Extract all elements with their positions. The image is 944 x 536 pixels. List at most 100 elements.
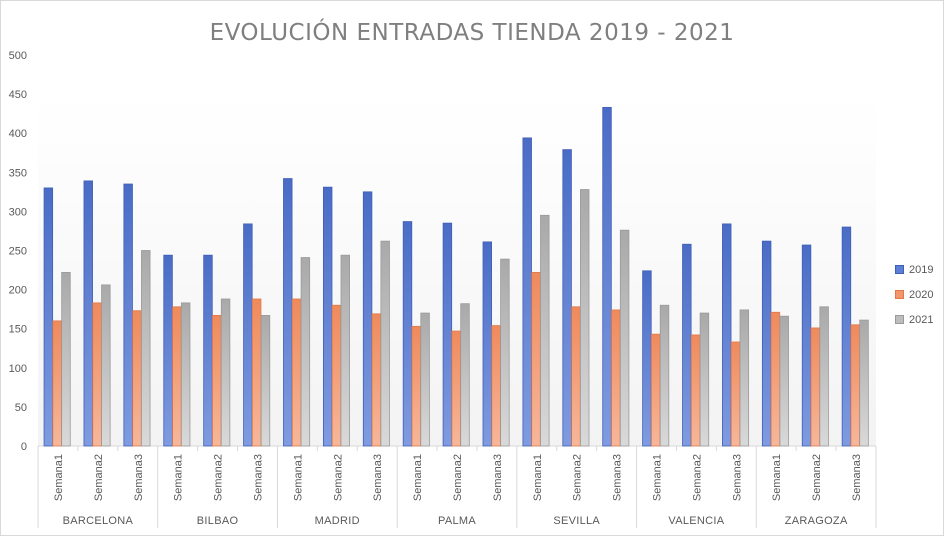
- bar-2019: [243, 223, 253, 447]
- x-tick-label: Semana1: [53, 454, 65, 501]
- x-tick-label: Semana3: [612, 454, 624, 501]
- bar-2020: [451, 330, 461, 447]
- x-tick-label: Semana2: [572, 454, 584, 501]
- x-tick-label: Semana3: [252, 454, 264, 501]
- group-label: MADRID: [315, 515, 360, 527]
- bar-2021: [619, 229, 630, 447]
- bar-2020: [411, 325, 421, 447]
- bar-2021: [819, 306, 829, 447]
- y-tick-label: 500: [9, 50, 27, 62]
- group-label: BARCELONA: [63, 515, 134, 527]
- legend-label: 2019: [909, 263, 934, 276]
- bar-2020: [52, 320, 62, 447]
- x-tick-label: Semana1: [412, 454, 424, 501]
- bar-2020: [571, 306, 581, 447]
- x-tick-label: Semana1: [292, 454, 304, 501]
- bar-2019: [43, 187, 54, 447]
- bar-2019: [722, 223, 732, 447]
- bar-2019: [163, 254, 173, 447]
- bar-2019: [562, 149, 572, 447]
- x-tick-label: Semana2: [213, 454, 225, 501]
- x-tick-label: Semana1: [771, 454, 783, 501]
- x-tick-label: Semana2: [452, 454, 464, 501]
- bar-2021: [460, 303, 470, 447]
- legend-swatch: [895, 290, 904, 299]
- bar-2021: [220, 298, 231, 447]
- bar-2020: [172, 306, 182, 447]
- y-tick-label: 50: [15, 402, 27, 414]
- bar-2021: [859, 319, 869, 447]
- bar-2021: [779, 315, 789, 447]
- bar-2020: [611, 309, 621, 447]
- x-tick-label: Semana2: [691, 454, 703, 501]
- bar-2020: [132, 310, 142, 447]
- bar-2021: [699, 312, 710, 447]
- bar-2020: [651, 333, 661, 447]
- y-tick-label: 450: [9, 89, 27, 101]
- x-tick-label: Semana1: [173, 454, 185, 501]
- x-tick-label: Semana3: [851, 454, 863, 501]
- bar-2021: [260, 315, 271, 447]
- y-tick-label: 300: [9, 206, 27, 218]
- bar-2021: [340, 254, 350, 447]
- chart-legend: 2019 2020 2021: [895, 257, 933, 332]
- bar-2020: [291, 298, 302, 447]
- bar-2020: [251, 298, 262, 447]
- bar-2021: [420, 312, 430, 447]
- bar-2019: [801, 244, 812, 447]
- x-tick-label: Semana3: [492, 454, 504, 501]
- bar-2021: [180, 302, 191, 447]
- bar-2020: [690, 334, 701, 447]
- legend-label: 2020: [909, 288, 934, 301]
- bar-2019: [442, 222, 453, 447]
- x-tick-label: Semana1: [652, 454, 664, 501]
- bar-2021: [500, 258, 510, 447]
- bar-2020: [331, 304, 342, 447]
- x-tick-label: Semana1: [532, 454, 544, 501]
- bar-2021: [540, 214, 550, 447]
- bar-2019: [83, 180, 93, 447]
- y-tick-label: 100: [9, 363, 27, 375]
- bar-2020: [810, 327, 821, 447]
- bar-2019: [761, 240, 772, 447]
- bar-2020: [770, 311, 781, 447]
- bar-2020: [850, 324, 860, 447]
- bar-2019: [482, 241, 493, 447]
- x-tick-label: Semana2: [93, 454, 105, 501]
- x-tick-label: Semana3: [372, 454, 384, 501]
- y-tick-label: 350: [9, 167, 27, 179]
- group-label: BILBAO: [197, 515, 239, 527]
- bar-2019: [602, 106, 612, 447]
- x-tick-label: Semana2: [332, 454, 344, 501]
- x-tick-label: Semana3: [133, 454, 145, 501]
- bar-2021: [580, 189, 590, 447]
- bar-2020: [491, 325, 501, 447]
- bar-2019: [322, 186, 333, 447]
- y-tick-label: 400: [9, 128, 27, 140]
- bar-2019: [402, 221, 413, 447]
- group-label: SEVILLA: [553, 515, 600, 527]
- group-label: VALENCIA: [668, 515, 724, 527]
- bar-2020: [531, 271, 541, 447]
- bar-2020: [730, 341, 741, 447]
- bar-2021: [380, 240, 390, 447]
- bar-2020: [212, 315, 222, 447]
- bar-2019: [642, 270, 652, 447]
- y-tick-label: 0: [21, 441, 27, 453]
- bar-2019: [682, 243, 692, 447]
- group-label: ZARAGOZA: [785, 515, 848, 527]
- bar-2020: [371, 313, 382, 447]
- legend-item-2020: 2020: [895, 282, 933, 307]
- legend-item-2021: 2021: [895, 307, 933, 332]
- bar-2019: [203, 254, 213, 447]
- bar-2019: [123, 183, 133, 447]
- x-tick-label: Semana2: [811, 454, 823, 501]
- y-tick-label: 150: [9, 324, 27, 336]
- x-tick-label: Semana3: [731, 454, 743, 501]
- bar-2021: [659, 304, 670, 447]
- bar-2021: [61, 271, 71, 447]
- bar-2021: [300, 257, 311, 447]
- legend-swatch: [895, 315, 904, 324]
- y-tick-label: 200: [9, 285, 27, 297]
